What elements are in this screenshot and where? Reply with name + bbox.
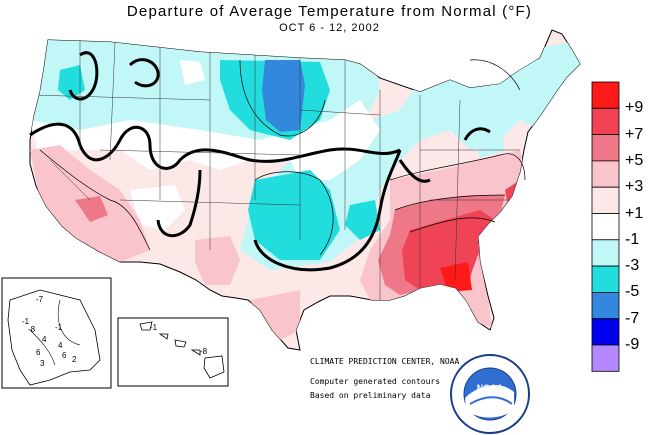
legend-label: -1 xyxy=(625,230,640,248)
zone-plus-9-georgia xyxy=(440,262,472,292)
zone-minus-5-washington xyxy=(58,65,85,100)
credit-contours: Computer generated contours xyxy=(310,377,441,386)
alaska-contour-label: 6 xyxy=(62,351,67,360)
credit-center: CLIMATE PREDICTION CENTER, NOAA xyxy=(310,357,460,366)
legend-swatch xyxy=(591,107,620,136)
alaska-contour-label: -1 xyxy=(22,317,30,326)
legend-swatch xyxy=(591,291,620,320)
zone-minus-5-southplains xyxy=(248,170,340,260)
alaska-contour-label: -8 xyxy=(28,325,36,334)
legend-label: +7 xyxy=(625,125,644,143)
alaska-outline xyxy=(7,289,101,386)
legend-swatch xyxy=(591,186,620,214)
legend-swatch xyxy=(591,318,620,346)
alaska-contour-label: 4 xyxy=(42,335,47,344)
legend-label: -9 xyxy=(625,336,640,353)
alaska-contour-label: -7 xyxy=(36,295,44,304)
legend-label: -5 xyxy=(625,283,640,301)
legend-label: +3 xyxy=(625,178,644,196)
zone-white-southwest xyxy=(130,185,185,230)
zone-plus-7-southeast xyxy=(402,210,495,290)
alaska-contour-label: 6 xyxy=(36,348,41,357)
legend-label: -7 xyxy=(625,309,640,327)
legend xyxy=(591,81,620,372)
zone-plus-3-gulf xyxy=(250,290,300,340)
zone-minus-7-dakotas xyxy=(262,60,305,132)
zero-contours xyxy=(29,51,491,272)
legend-swatch xyxy=(591,134,620,162)
map-date-range: OCT 6 - 12, 2002 xyxy=(279,22,380,34)
legend-label: +9 xyxy=(625,99,644,117)
legend-swatch xyxy=(591,160,620,188)
alaska-contour-label: 4 xyxy=(58,341,63,350)
hawaii-inset: -1 -8 xyxy=(117,317,229,387)
hawaii-contour-label: -8 xyxy=(200,347,208,356)
legend-swatch xyxy=(591,344,620,372)
state-boundaries xyxy=(30,40,520,300)
legend-label: +1 xyxy=(625,204,644,222)
zone-minus-5-midsouth xyxy=(345,200,380,240)
thin-contours xyxy=(39,59,526,256)
noaa-logo-text: NOAA xyxy=(477,383,504,393)
noaa-logo: NOAA xyxy=(450,354,530,434)
alaska-contour-label: -1 xyxy=(55,323,63,332)
map-title: Departure of Average Temperature from No… xyxy=(126,3,533,20)
alaska-contour-label: 2 xyxy=(72,355,77,364)
alaska-contour-label: 3 xyxy=(40,359,45,368)
legend-label: +5 xyxy=(625,151,644,169)
legend-swatch xyxy=(591,213,620,241)
temperature-zones xyxy=(30,40,580,340)
zone-white-montana xyxy=(180,60,205,85)
credit-preliminary: Based on preliminary data xyxy=(310,391,431,400)
hawaii-islands xyxy=(139,321,225,379)
hawaii-contour-label: -1 xyxy=(150,323,158,332)
legend-label: -3 xyxy=(625,257,640,275)
conus-map xyxy=(29,29,581,351)
zone-plus-3-texas xyxy=(195,236,240,285)
legend-swatch xyxy=(591,239,620,267)
legend-swatch xyxy=(591,81,620,109)
legend-swatch xyxy=(591,265,620,293)
zone-plus-5-nevada xyxy=(75,196,108,222)
zone-plus-minus-1 xyxy=(30,100,380,180)
